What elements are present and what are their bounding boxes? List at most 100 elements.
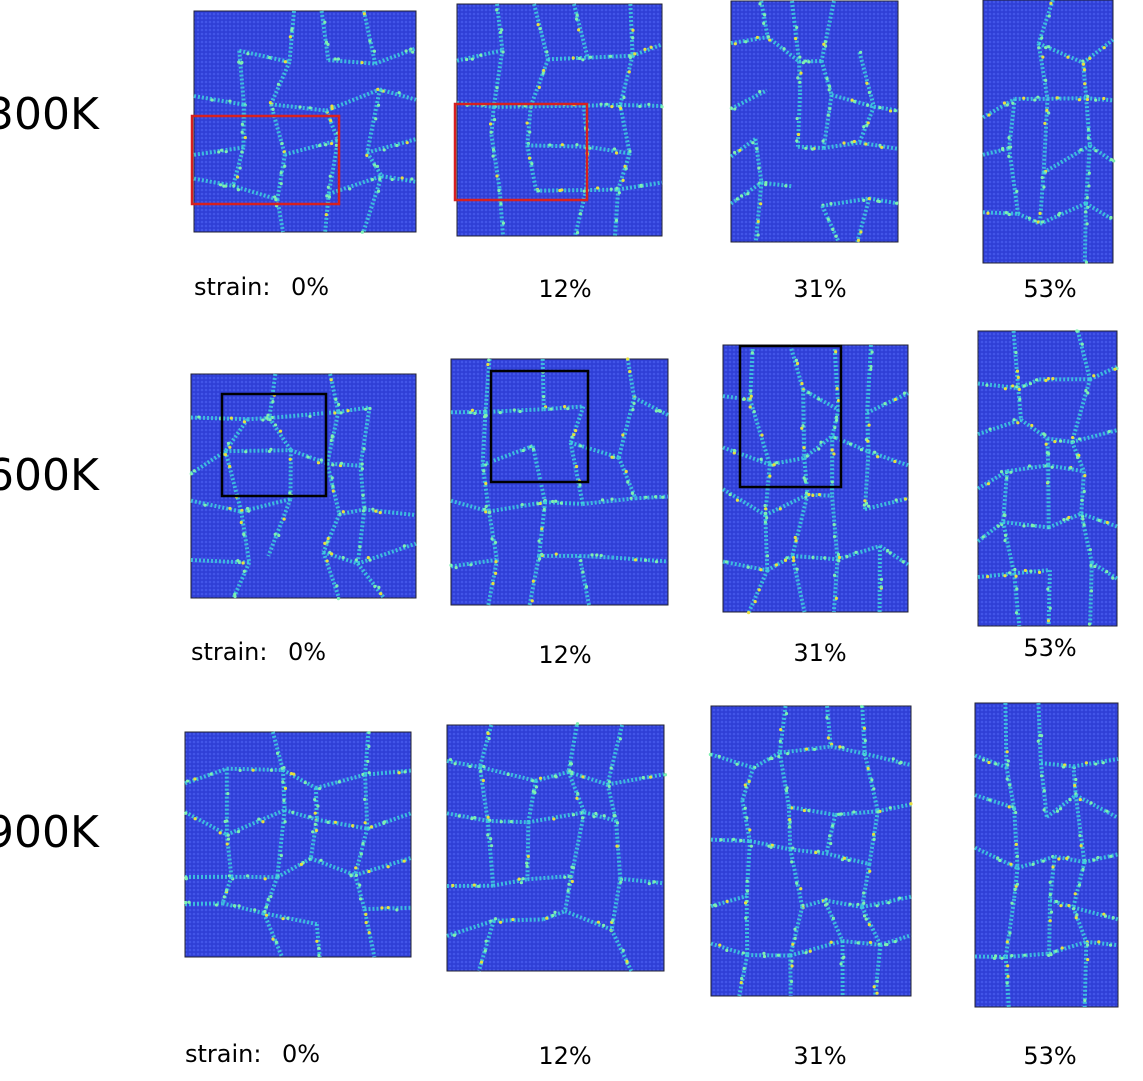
defect-atom (573, 429, 578, 433)
grain-boundary (1073, 795, 1087, 863)
defect-atom (782, 47, 786, 51)
defect-atom (862, 891, 866, 895)
defect-atom (482, 764, 486, 769)
defect-atom (337, 780, 341, 784)
grain-boundary (1003, 898, 1017, 958)
grain-boundary (790, 494, 810, 557)
defect-atom (337, 402, 341, 407)
defect-atom (359, 852, 363, 856)
defect-atom (644, 558, 648, 562)
grain-boundary (1007, 148, 1021, 215)
defect-atom (744, 40, 748, 44)
defect-atom (617, 191, 621, 195)
grain-boundary (1048, 939, 1087, 956)
grain-boundary (1005, 951, 1050, 959)
defect-atom (999, 470, 1004, 474)
defect-atom (788, 817, 792, 822)
defect-atom (1062, 518, 1066, 522)
defect-atom (792, 558, 796, 563)
defect-atom (236, 188, 240, 192)
defect-atom (368, 558, 372, 562)
snapshot (456, 3, 664, 237)
grain-boundary (752, 751, 781, 770)
defect-atom (778, 507, 782, 511)
defect-atom (278, 429, 283, 433)
defect-atom (341, 510, 345, 514)
defect-atom (266, 897, 270, 901)
defect-atom (804, 491, 809, 495)
defect-atom (757, 166, 761, 170)
defect-atom (560, 143, 564, 147)
defect-atom (996, 856, 1000, 860)
grain-boundary (571, 3, 590, 59)
defect-atom (1010, 901, 1014, 905)
defect-atom (571, 813, 576, 817)
defect-atom (793, 927, 797, 931)
defect-atom (551, 913, 555, 918)
grain-boundary (240, 497, 291, 514)
defect-atom (1043, 121, 1047, 126)
grain-boundary (753, 182, 764, 243)
defect-atom (1074, 777, 1078, 782)
defect-atom (492, 118, 497, 122)
strain-prefix: strain: (185, 1040, 261, 1068)
defect-atom (841, 956, 845, 960)
defect-atom (1013, 567, 1017, 572)
defect-atom (751, 141, 755, 145)
defect-atom (789, 979, 794, 984)
defect-atom (842, 856, 847, 860)
defect-atom (1084, 761, 1088, 765)
defect-atom (484, 413, 488, 418)
defect-atom (317, 786, 322, 791)
grain-boundary (270, 102, 327, 113)
defect-atom (1055, 809, 1060, 813)
grain-boundary (354, 856, 412, 877)
defect-atom (810, 147, 815, 151)
defect-atom (361, 509, 366, 513)
defect-atom (328, 174, 332, 178)
defect-atom (609, 187, 613, 191)
grain-boundary (366, 137, 417, 155)
defect-atom (832, 573, 837, 577)
defect-atom (867, 923, 871, 927)
defect-atom (326, 185, 330, 189)
defect-atom (499, 820, 503, 824)
defect-atom (326, 820, 330, 824)
defect-atom (501, 221, 506, 225)
defect-atom (1028, 382, 1033, 386)
defect-atom (1086, 136, 1090, 140)
grain-boundary (867, 810, 880, 865)
defect-atom (274, 940, 279, 944)
defect-atom (748, 405, 752, 409)
defect-atom (371, 507, 375, 511)
defect-atom (869, 367, 873, 371)
defect-atom (261, 820, 265, 824)
defect-atom (859, 50, 863, 54)
grain-boundary (1039, 201, 1087, 226)
defect-atom (580, 816, 585, 820)
defect-atom (801, 424, 805, 428)
defect-atom (878, 105, 882, 110)
defect-atom (468, 764, 472, 769)
defect-atom (1005, 940, 1009, 944)
defect-atom (228, 99, 232, 103)
defect-atom (875, 991, 879, 995)
defect-atom (326, 42, 330, 47)
defect-atom (605, 102, 609, 106)
defect-atom (490, 537, 494, 541)
defect-atom (581, 570, 585, 574)
defect-atom (1084, 260, 1089, 264)
snapshot-background (982, 0, 1114, 264)
grain-boundary (797, 144, 824, 151)
grain-boundary (1088, 143, 1115, 164)
defect-atom (364, 920, 368, 925)
defect-atom (835, 418, 839, 423)
grain-boundary (802, 388, 840, 412)
defect-atom (577, 28, 581, 32)
defect-atom (525, 861, 529, 865)
defect-atom (872, 985, 876, 989)
defect-atom (521, 448, 525, 453)
defect-atom (581, 58, 585, 62)
grain-boundary (822, 899, 845, 942)
defect-atom (883, 402, 887, 406)
